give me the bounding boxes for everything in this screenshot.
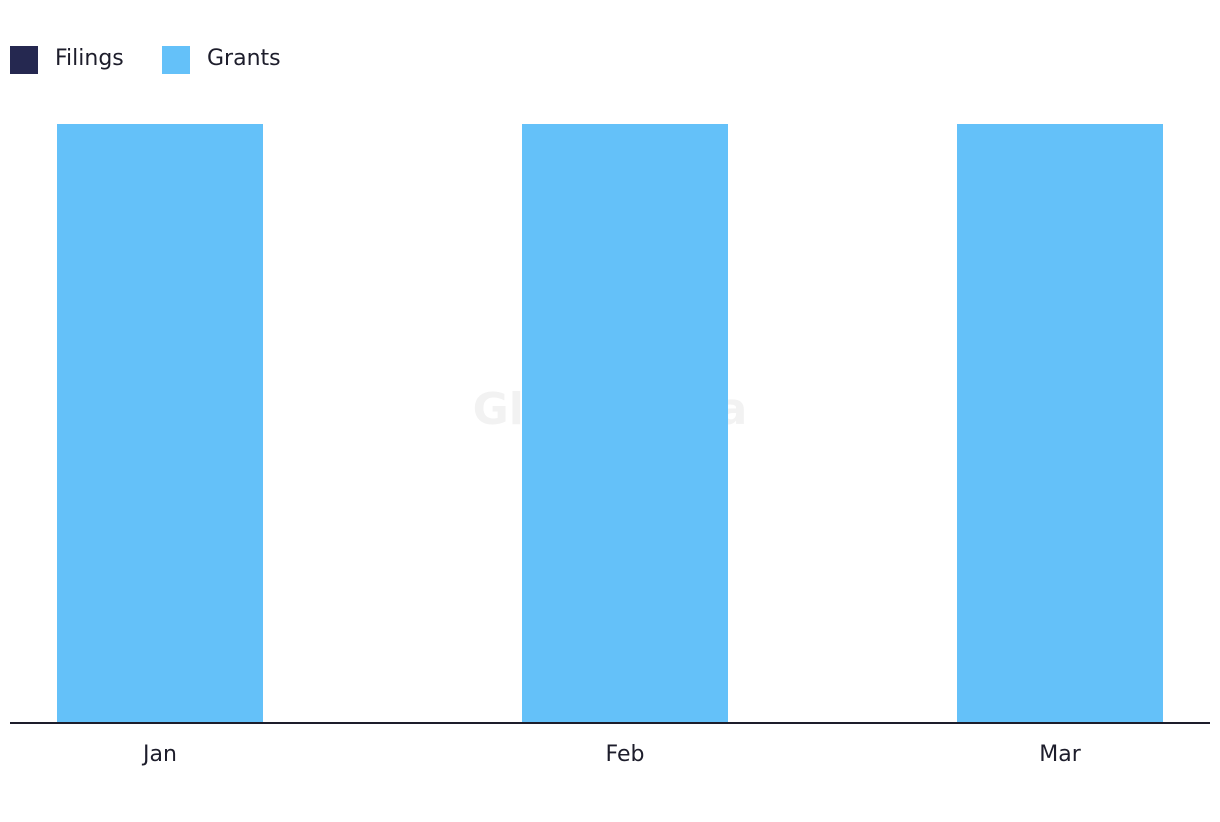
legend-label: Grants <box>207 46 281 71</box>
x-tick-label: Mar <box>1039 742 1081 767</box>
bar <box>957 124 1163 723</box>
bar <box>57 124 263 723</box>
legend-swatch <box>10 46 38 74</box>
legend-label: Filings <box>55 46 124 71</box>
bar <box>522 124 728 723</box>
x-tick-label: Feb <box>606 742 645 767</box>
legend-swatch <box>162 46 190 74</box>
x-tick-label: Jan <box>141 742 177 767</box>
